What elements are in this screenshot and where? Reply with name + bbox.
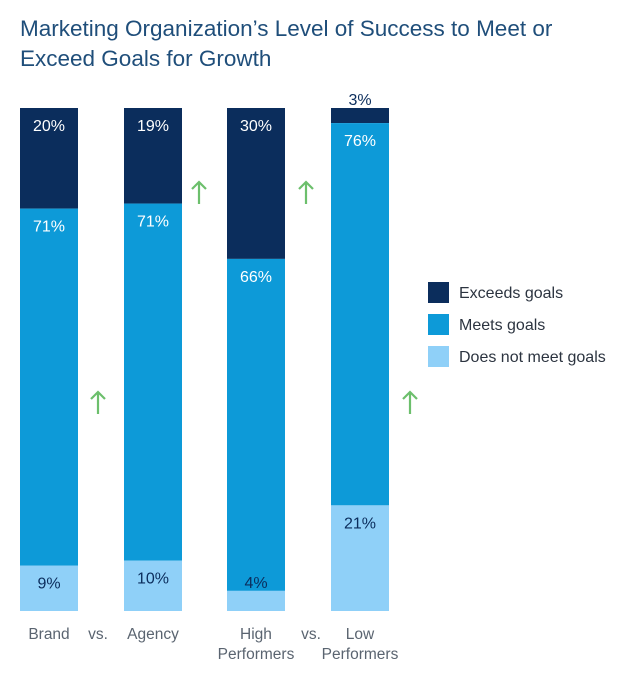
legend-label-exceeds-goals: Exceeds goals — [459, 285, 563, 302]
up-arrow-head — [298, 180, 314, 190]
up-arrow-icon — [298, 180, 314, 204]
bar-low-performers-meets-goals — [331, 123, 389, 506]
data-label-high-performers-does-not-meet-goals: 4% — [244, 575, 267, 592]
up-arrow-icon — [191, 180, 207, 204]
bar-brand-meets-goals — [20, 208, 78, 566]
data-label-brand-exceeds-goals: 20% — [33, 118, 65, 135]
legend-swatch-meets-goals — [428, 314, 449, 335]
data-label-low-performers-meets-goals: 76% — [344, 133, 376, 150]
data-label-agency-does-not-meet-goals: 10% — [137, 571, 169, 588]
legend-label-meets-goals: Meets goals — [459, 317, 545, 334]
x-tick-label-low-performers-line-1: Low — [346, 626, 375, 643]
data-label-high-performers-meets-goals: 66% — [240, 269, 272, 286]
data-label-low-performers-does-not-meet-goals: 21% — [344, 515, 376, 532]
bar-agency-does-not-meet-goals — [124, 560, 182, 611]
legend-swatch-exceeds-goals — [428, 282, 449, 303]
bar-brand-does-not-meet-goals — [20, 565, 78, 611]
up-arrow-icon — [90, 390, 106, 414]
data-label-agency-meets-goals: 71% — [137, 214, 169, 231]
x-tick-label-high-performers-line-1: High — [240, 626, 272, 643]
x-tick-label-agency: Agency — [127, 626, 179, 643]
data-label-brand-meets-goals: 71% — [33, 219, 65, 236]
up-arrow-head — [402, 390, 418, 400]
bar-brand-exceeds-goals — [20, 108, 78, 209]
bar-high-performers-does-not-meet-goals — [227, 590, 285, 611]
data-label-brand-does-not-meet-goals: 9% — [37, 576, 60, 593]
bar-high-performers-exceeds-goals — [227, 108, 285, 259]
data-label-low-performers-exceeds-goals: 3% — [348, 92, 371, 109]
bar-agency-exceeds-goals — [124, 108, 182, 204]
x-tick-label-brand: Brand — [28, 626, 69, 643]
chart-title: Marketing Organization’s Level of Succes… — [20, 16, 553, 71]
up-arrow-head — [90, 390, 106, 400]
vs-separator-2: vs. — [301, 626, 321, 643]
legend-swatch-does-not-meet-goals — [428, 346, 449, 367]
data-label-high-performers-exceeds-goals: 30% — [240, 118, 272, 135]
x-tick-label-high-performers-line-2: Performers — [218, 646, 295, 663]
bar-low-performers-exceeds-goals — [331, 108, 389, 124]
up-arrow-head — [191, 180, 207, 190]
data-label-agency-exceeds-goals: 19% — [137, 118, 169, 135]
x-tick-label-low-performers-line-2: Performers — [322, 646, 399, 663]
vs-separator-1: vs. — [88, 626, 108, 643]
bar-high-performers-meets-goals — [227, 258, 285, 591]
bar-agency-meets-goals — [124, 203, 182, 561]
up-arrow-icon — [402, 390, 418, 414]
bar-low-performers-does-not-meet-goals — [331, 505, 389, 611]
legend-label-does-not-meet-goals: Does not meet goals — [459, 349, 606, 366]
